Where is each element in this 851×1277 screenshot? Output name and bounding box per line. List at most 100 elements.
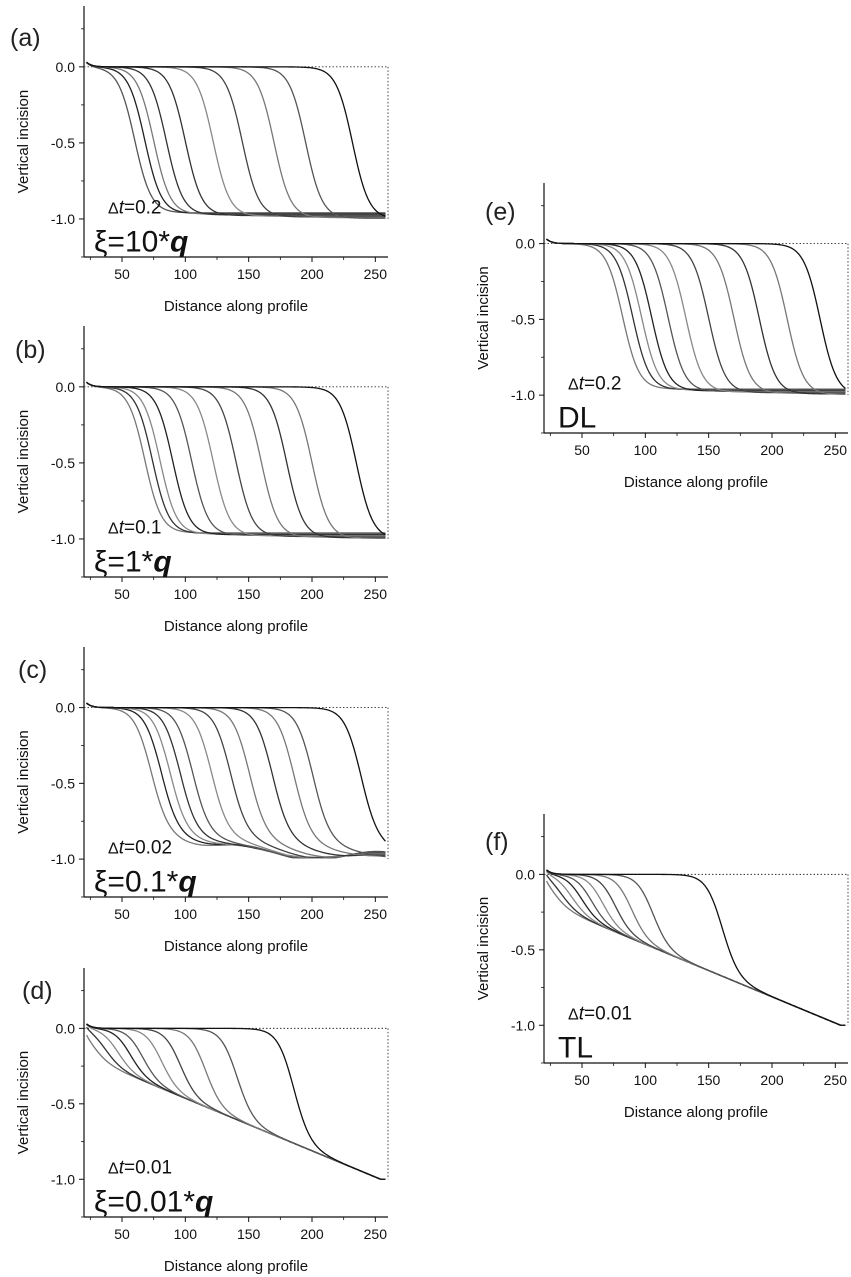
panel-label: (f) — [485, 828, 509, 856]
y-tick-label: -0.5 — [51, 455, 75, 471]
y-axis-label: Vertical incision — [475, 266, 492, 369]
y-axis-label: Vertical incision — [475, 897, 492, 1000]
y-tick-label: -1.0 — [511, 387, 535, 403]
model-annotation: TL — [558, 1032, 593, 1065]
series-line-11 — [87, 703, 386, 841]
x-tick-label: 200 — [300, 266, 324, 282]
series-line-6 — [87, 1024, 386, 1179]
series-line-0 — [547, 239, 846, 389]
series-line-1 — [87, 382, 386, 533]
panel-4: (e)0.0 -0.5 -1.0 50 100 150 200 250 Distance alo… — [475, 183, 848, 491]
x-tick-label: 150 — [237, 586, 261, 602]
x-axis-label: Distance along profile — [624, 474, 768, 491]
model-annotation: DL — [558, 402, 596, 435]
panel-label: (b) — [15, 336, 46, 364]
x-tick-label: 250 — [364, 906, 388, 922]
x-tick-label: 150 — [697, 442, 721, 458]
panel-0: (a) 0.0 -0.5 -1.0 50 100 150 200 250 Distance alo… — [10, 6, 388, 315]
y-tick-label: -0.5 — [51, 1096, 75, 1112]
y-axis-label: Vertical incision — [15, 1051, 32, 1154]
y-tick-label: 0.0 — [56, 379, 76, 395]
series-line-9 — [87, 1024, 386, 1179]
x-tick-label: 150 — [237, 266, 261, 282]
y-tick-label: -0.5 — [51, 135, 75, 151]
dt-annotation: Δt=0.1 — [108, 517, 161, 538]
panel-label: (a) — [10, 24, 41, 52]
x-tick-label: 100 — [174, 1226, 198, 1242]
series-line-10 — [87, 382, 386, 534]
x-tick-label: 200 — [760, 1072, 784, 1088]
panel-2: (c) 0.0 -0.5 -1.0 50 100 150 200 250 Distance alo… — [15, 647, 388, 955]
x-tick-label: 250 — [364, 266, 388, 282]
x-tick-label: 200 — [760, 442, 784, 458]
series-line-10 — [547, 239, 846, 388]
series-line-4 — [547, 870, 846, 1025]
series-line-4 — [87, 1024, 386, 1179]
x-axis-label: Distance along profile — [164, 298, 308, 315]
y-tick-label: 0.0 — [56, 1020, 76, 1036]
x-tick-label: 50 — [574, 442, 590, 458]
series-line-0 — [87, 63, 386, 213]
series-line-0 — [87, 382, 386, 532]
series-line-1 — [547, 239, 846, 390]
x-tick-label: 200 — [300, 586, 324, 602]
x-axis-label: Distance along profile — [624, 1104, 768, 1121]
y-tick-label: 0.0 — [516, 866, 536, 882]
y-tick-label: 0.0 — [56, 700, 76, 716]
series-line-3 — [87, 1024, 386, 1179]
x-tick-label: 150 — [237, 1226, 261, 1242]
y-tick-label: -0.5 — [511, 942, 535, 958]
x-tick-label: 50 — [574, 1072, 590, 1088]
panel-label: (e) — [485, 198, 516, 226]
series-line-8 — [547, 870, 846, 1025]
y-tick-label: 0.0 — [56, 59, 76, 75]
x-tick-label: 50 — [114, 906, 130, 922]
model-annotation: ξ=0.01*q — [94, 1186, 213, 1219]
y-tick-label: -1.0 — [51, 531, 75, 547]
series-line-1 — [87, 62, 386, 213]
y-tick-label: -1.0 — [51, 211, 75, 227]
y-axis-label: Vertical incision — [15, 90, 32, 193]
series-line-1 — [87, 1027, 386, 1179]
x-axis-label: Distance along profile — [164, 1258, 308, 1275]
x-tick-label: 50 — [114, 1226, 130, 1242]
series-line-2 — [547, 872, 846, 1026]
series-line-4 — [87, 62, 386, 215]
x-tick-label: 100 — [174, 266, 198, 282]
series-line-5 — [87, 703, 386, 858]
y-tick-label: -0.5 — [511, 311, 535, 327]
panel-1: (b) 0.0 -0.5 -1.0 50 100 150 200 250 Distance alo… — [15, 326, 388, 635]
model-annotation: ξ=0.1*q — [94, 866, 197, 899]
series-line-8 — [87, 703, 386, 856]
panel-label: (d) — [22, 977, 53, 1005]
dt-annotation: Δt=0.01 — [568, 1004, 632, 1025]
dt-annotation: Δt=0.2 — [568, 374, 621, 395]
series-line-2 — [87, 1025, 386, 1180]
y-tick-label: -0.5 — [51, 775, 75, 791]
dt-annotation: Δt=0.01 — [108, 1158, 172, 1179]
x-tick-label: 150 — [237, 906, 261, 922]
panel-5: (f) 0.0 -0.5 -1.0 50 100 150 200 250 Distance alo… — [475, 814, 848, 1121]
x-tick-label: 250 — [824, 1072, 848, 1088]
x-tick-label: 200 — [300, 1226, 324, 1242]
x-tick-label: 150 — [697, 1072, 721, 1088]
panel-label: (c) — [18, 656, 47, 684]
y-tick-label: -1.0 — [51, 1171, 75, 1187]
x-tick-label: 250 — [364, 586, 388, 602]
x-tick-label: 100 — [634, 1072, 658, 1088]
series-line-2 — [87, 62, 386, 214]
series-line-9 — [547, 870, 846, 1025]
x-tick-label: 50 — [114, 266, 130, 282]
series-line-2 — [547, 239, 846, 390]
y-tick-label: -1.0 — [511, 1017, 535, 1033]
series-line-9 — [547, 239, 846, 394]
series-line-6 — [547, 870, 846, 1025]
x-tick-label: 100 — [174, 906, 198, 922]
series-line-6 — [87, 62, 386, 217]
series-line-5 — [87, 1024, 386, 1179]
x-tick-label: 200 — [300, 906, 324, 922]
series-line-5 — [87, 62, 386, 216]
series-line-7 — [87, 1024, 386, 1179]
x-tick-label: 100 — [174, 586, 198, 602]
